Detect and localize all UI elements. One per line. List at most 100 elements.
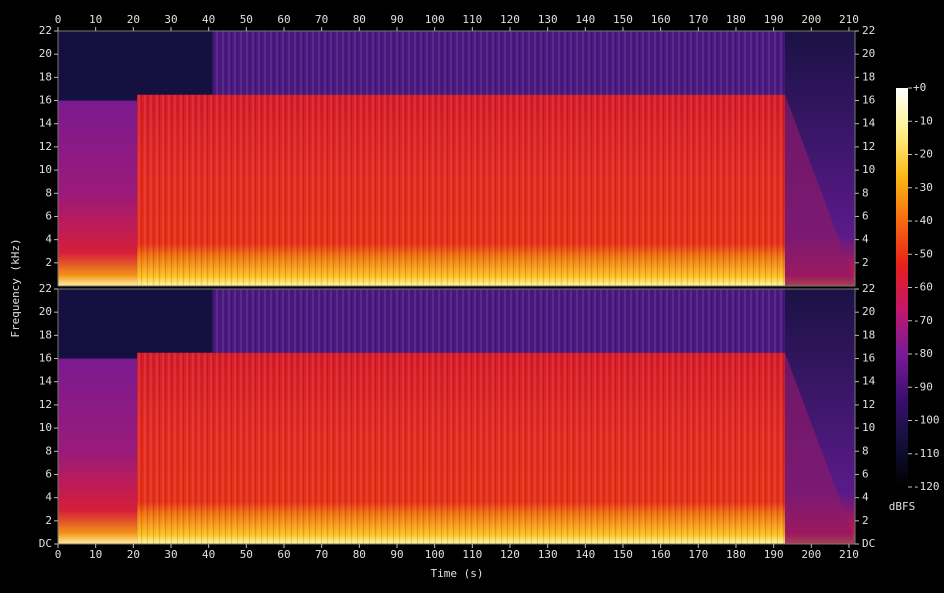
- x-tick-label: 170: [688, 13, 708, 26]
- y-tick-label: 8: [45, 444, 52, 457]
- y-tick-label: 16: [862, 94, 875, 107]
- spectrogram-tail-low: [784, 94, 855, 286]
- x-tick-label: 120: [500, 13, 520, 26]
- x-tick-label: 0: [55, 548, 62, 561]
- y-tick-label: 22: [862, 24, 875, 37]
- x-tick-label: 150: [613, 548, 633, 561]
- y-tick-label: 16: [39, 94, 52, 107]
- x-tick-label: 70: [315, 13, 328, 26]
- x-tick-label: 80: [353, 13, 366, 26]
- y-tick-label: 4: [45, 491, 52, 504]
- y-tick-label: 2: [862, 514, 869, 527]
- y-tick-label: 12: [39, 398, 52, 411]
- y-tick-label: 6: [862, 209, 869, 222]
- y-tick-label: 12: [862, 398, 875, 411]
- y-tick-label: 14: [862, 375, 876, 388]
- y-tick-label: 4: [45, 233, 52, 246]
- x-tick-label: 210: [839, 548, 859, 561]
- y-tick-label: 14: [39, 375, 53, 388]
- colorbar-tick-label: -100: [913, 414, 940, 427]
- spectrogram-intro: [58, 358, 138, 544]
- y-tick-label: DC: [862, 537, 875, 550]
- x-tick-label: 120: [500, 548, 520, 561]
- colorbar: [896, 88, 908, 487]
- x-tick-label: 130: [538, 13, 558, 26]
- x-tick-label: 200: [801, 13, 821, 26]
- y-tick-label: 12: [862, 140, 875, 153]
- colorbar-tick-label: -10: [913, 114, 933, 127]
- y-tick-label: 4: [862, 233, 869, 246]
- y-tick-label: 8: [45, 186, 52, 199]
- y-tick-label: 22: [39, 282, 52, 295]
- x-tick-label: 100: [425, 548, 445, 561]
- spectrogram-high-texture: [212, 289, 785, 353]
- x-tick-label: 0: [55, 13, 62, 26]
- y-tick-label: 12: [39, 140, 52, 153]
- y-tick-label: 18: [39, 70, 52, 83]
- y-tick-label: 18: [39, 328, 52, 341]
- colorbar-label: dBFS: [889, 500, 916, 513]
- y-tick-label: 6: [45, 467, 52, 480]
- y-tick-label: 8: [862, 186, 869, 199]
- colorbar-tick-label: -50: [913, 247, 933, 260]
- x-tick-label: 110: [462, 13, 482, 26]
- colorbar-tick-label: -120: [913, 480, 940, 493]
- x-tick-label: 180: [726, 13, 746, 26]
- x-tick-label: 30: [164, 13, 177, 26]
- x-tick-label: 40: [202, 13, 215, 26]
- spectrogram-body-texture: [137, 94, 785, 286]
- x-axis-label: Time (s): [431, 567, 484, 580]
- x-tick-label: 140: [575, 548, 595, 561]
- x-tick-label: 130: [538, 548, 558, 561]
- y-tick-label: 18: [862, 328, 875, 341]
- y-axis-label: Frequency (kHz): [9, 238, 22, 337]
- x-tick-label: 20: [127, 548, 140, 561]
- colorbar-tick-label: -20: [913, 148, 933, 161]
- y-tick-label: 18: [862, 70, 875, 83]
- x-tick-label: 150: [613, 13, 633, 26]
- y-tick-label: 14: [862, 117, 876, 130]
- spectrogram-tail-low: [784, 352, 855, 544]
- x-tick-label: 190: [764, 13, 784, 26]
- y-tick-label: DC: [39, 537, 52, 550]
- x-tick-label: 90: [390, 13, 403, 26]
- colorbar-tick-label: -40: [913, 214, 933, 227]
- x-tick-label: 50: [240, 548, 253, 561]
- x-tick-label: 190: [764, 548, 784, 561]
- x-tick-label: 200: [801, 548, 821, 561]
- y-tick-label: 10: [862, 421, 875, 434]
- x-tick-label: 60: [277, 548, 290, 561]
- x-tick-label: 40: [202, 548, 215, 561]
- x-tick-label: 100: [425, 13, 445, 26]
- colorbar-tick-label: -30: [913, 181, 933, 194]
- x-tick-label: 10: [89, 13, 102, 26]
- y-tick-label: 14: [39, 117, 53, 130]
- y-tick-label: 2: [45, 256, 52, 269]
- y-tick-label: 10: [862, 163, 875, 176]
- x-tick-label: 160: [651, 548, 671, 561]
- spectrogram-body-texture: [137, 352, 785, 544]
- x-tick-label: 70: [315, 548, 328, 561]
- panel-frame: [57, 30, 856, 287]
- y-tick-label: 20: [39, 305, 52, 318]
- y-tick-label: 16: [39, 352, 52, 365]
- y-tick-label: 2: [862, 256, 869, 269]
- x-tick-label: 170: [688, 548, 708, 561]
- y-tick-label: 20: [862, 47, 875, 60]
- y-tick-label: 6: [862, 467, 869, 480]
- y-tick-label: 2: [45, 514, 52, 527]
- x-tick-label: 20: [127, 13, 140, 26]
- y-tick-label: 6: [45, 209, 52, 222]
- x-tick-label: 10: [89, 548, 102, 561]
- x-tick-label: 180: [726, 548, 746, 561]
- panel-frame: [57, 288, 856, 545]
- colorbar-tick-label: -60: [913, 281, 933, 294]
- x-tick-label: 90: [390, 548, 403, 561]
- x-tick-label: 140: [575, 13, 595, 26]
- colorbar-tick-label: -80: [913, 347, 933, 360]
- colorbar-tick-label: +0: [913, 81, 926, 94]
- y-tick-label: 10: [39, 163, 52, 176]
- x-tick-label: 160: [651, 13, 671, 26]
